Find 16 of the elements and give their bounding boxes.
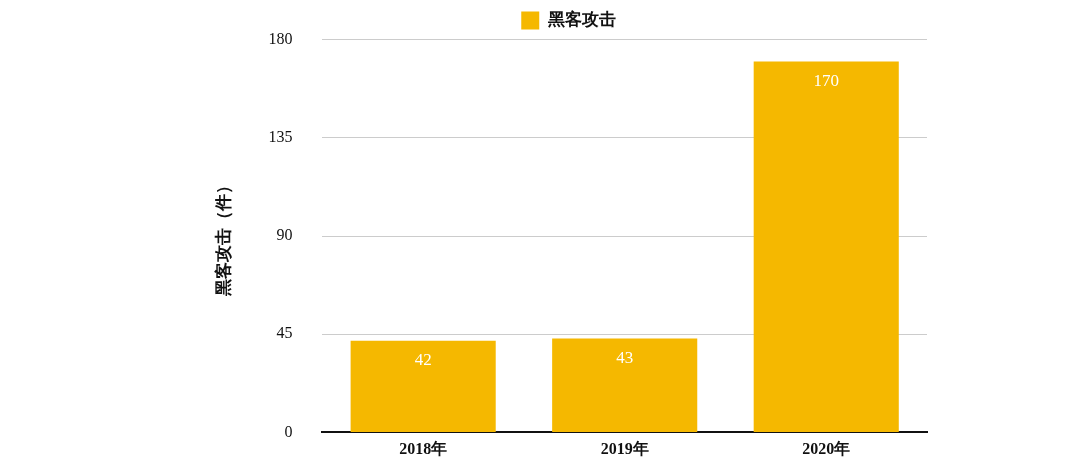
legend-label: 黑客攻击	[546, 9, 616, 29]
x-tick-label: 2020年	[802, 440, 851, 458]
y-tick-label: 135	[268, 128, 293, 145]
bar	[753, 61, 899, 432]
y-tick-label: 180	[268, 29, 293, 47]
x-tick-label: 2019年	[600, 440, 649, 458]
y-axis-title: 黑客攻击（件）	[213, 176, 233, 297]
y-tick-label: 45	[276, 324, 293, 342]
data-label: 170	[813, 70, 839, 90]
bar	[350, 340, 496, 432]
y-tick-label: 90	[276, 226, 293, 244]
y-tick-label: 0	[284, 422, 293, 440]
bar	[552, 338, 698, 432]
data-label: 43	[616, 348, 634, 368]
x-tick-label: 2018年	[399, 440, 448, 458]
data-label: 42	[414, 350, 432, 370]
